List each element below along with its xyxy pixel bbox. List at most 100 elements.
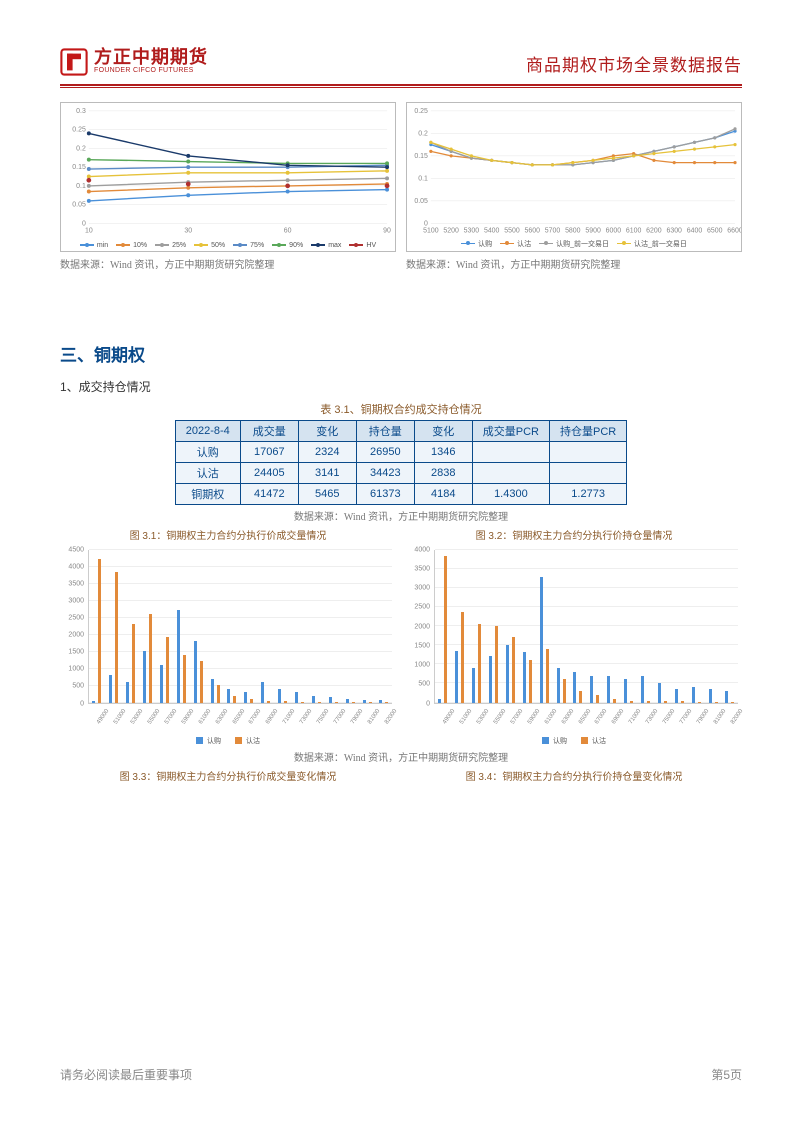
table-cell: 3141	[298, 462, 356, 483]
bar-chart-legend: 认购 认沽	[406, 736, 742, 746]
section-3-sub1: 1、成交持仓情况	[60, 378, 742, 395]
table-cell: 5465	[298, 483, 356, 504]
svg-text:5200: 5200	[443, 227, 459, 234]
legend-item: 认购_前一交易日	[539, 239, 609, 249]
svg-text:6000: 6000	[606, 227, 622, 234]
page-footer: 请务必阅读最后重要事项 第5页	[60, 1066, 742, 1083]
footer-disclaimer: 请务必阅读最后重要事项	[60, 1066, 192, 1083]
legend-item: 认沽	[235, 736, 260, 746]
fig-3-2-caption: 图 3.2：铜期权主力合约分执行价持仓量情况	[406, 527, 742, 542]
svg-text:6500: 6500	[707, 227, 723, 234]
table-cell	[472, 441, 549, 462]
svg-text:6200: 6200	[646, 227, 662, 234]
table-row: 认沽244053141344232838	[175, 462, 627, 483]
section-3-title: 三、铜期权	[60, 341, 742, 366]
svg-text:60: 60	[284, 227, 292, 234]
table-cell: 1.2773	[550, 483, 627, 504]
legend-item: 10%	[116, 242, 147, 249]
svg-text:0.05: 0.05	[414, 197, 428, 204]
table-cell: 认购	[175, 441, 240, 462]
table-header-cell: 变化	[298, 420, 356, 441]
table-cell: 24405	[240, 462, 298, 483]
bar-charts-source: 数据来源：Wind 资讯，方正中期期货研究院整理	[60, 749, 742, 764]
legend-item: min	[80, 242, 108, 249]
page-header: 方正中期期货 FOUNDER CIFCO FUTURES 商品期权市场全景数据报…	[60, 48, 742, 80]
logo-icon	[60, 48, 88, 76]
svg-text:6400: 6400	[687, 227, 703, 234]
bar-chart-3-2: 0500100015002000250030003500400049000510…	[406, 546, 742, 746]
legend-item: HV	[349, 242, 376, 249]
table-cell: 4184	[414, 483, 472, 504]
svg-text:0.1: 0.1	[76, 182, 86, 189]
table-cell: 认沽	[175, 462, 240, 483]
table-cell: 26950	[356, 441, 414, 462]
chart-right-legend: 认购认沽认购_前一交易日认沽_前一交易日	[407, 239, 741, 249]
table-cell: 1.4300	[472, 483, 549, 504]
chart-right-source: 数据来源：Wind 资讯，方正中期期货研究院整理	[406, 256, 742, 271]
legend-item: 认沽	[581, 736, 606, 746]
chart-left-source: 数据来源：Wind 资讯，方正中期期货研究院整理	[60, 256, 396, 271]
table-cell: 34423	[356, 462, 414, 483]
svg-text:0.1: 0.1	[418, 175, 428, 182]
svg-text:5700: 5700	[545, 227, 561, 234]
svg-text:0.2: 0.2	[418, 130, 428, 137]
brand-name-cn: 方正中期期货	[94, 48, 208, 66]
svg-text:5800: 5800	[565, 227, 581, 234]
fig-3-3-caption: 图 3.3：铜期权主力合约分执行价成交量变化情况	[60, 768, 396, 783]
bar-charts-row: 0500100015002000250030003500400045004900…	[60, 546, 742, 746]
table-header-cell: 持仓量	[356, 420, 414, 441]
svg-text:0.3: 0.3	[76, 107, 86, 114]
table-cell: 1346	[414, 441, 472, 462]
svg-text:5300: 5300	[464, 227, 480, 234]
chart-left-legend: min 10% 25% 50% 75% 90% max HV	[61, 242, 395, 249]
legend-item: 90%	[272, 242, 303, 249]
table-cell: 2838	[414, 462, 472, 483]
table-cell	[550, 441, 627, 462]
legend-item: 认购	[542, 736, 567, 746]
table-cell: 41472	[240, 483, 298, 504]
legend-item: 25%	[155, 242, 186, 249]
table-3-1-source: 数据来源：Wind 资讯，方正中期期货研究院整理	[60, 508, 742, 523]
svg-text:0.15: 0.15	[414, 152, 428, 159]
table-row: 铜期权4147254656137341841.43001.2773	[175, 483, 627, 504]
top-charts-row: 00.050.10.150.20.250.310306090 min10%25%…	[60, 102, 742, 271]
bar-chart-3-1: 0500100015002000250030003500400045004900…	[60, 546, 396, 746]
svg-text:0.15: 0.15	[72, 164, 86, 171]
header-rule-thin	[60, 87, 742, 88]
table-cell: 2324	[298, 441, 356, 462]
fig-3-4-caption: 图 3.4：铜期权主力合约分执行价持仓量变化情况	[406, 768, 742, 783]
svg-text:5500: 5500	[504, 227, 520, 234]
legend-item: 认沽	[500, 239, 531, 249]
svg-text:30: 30	[184, 227, 192, 234]
table-header-cell: 成交量PCR	[472, 420, 549, 441]
legend-item: max	[311, 242, 341, 249]
svg-text:0.25: 0.25	[72, 126, 86, 133]
legend-item: 50%	[194, 242, 225, 249]
brand-name-en: FOUNDER CIFCO FUTURES	[94, 66, 208, 76]
table-cell	[550, 462, 627, 483]
svg-text:5400: 5400	[484, 227, 500, 234]
footer-page-number: 第5页	[711, 1066, 742, 1083]
table-3-1: 2022-8-4成交量变化持仓量变化成交量PCR持仓量PCR认购17067232…	[175, 420, 628, 505]
svg-text:0.25: 0.25	[414, 107, 428, 114]
fig-3-1-caption: 图 3.1：铜期权主力合约分执行价成交量情况	[60, 527, 396, 542]
table-row: 认购170672324269501346	[175, 441, 627, 462]
svg-text:10: 10	[85, 227, 93, 234]
header-rule	[60, 84, 742, 86]
bar-chart-legend: 认购 认沽	[60, 736, 396, 746]
svg-text:5900: 5900	[585, 227, 601, 234]
svg-text:6100: 6100	[626, 227, 642, 234]
table-header-cell: 成交量	[240, 420, 298, 441]
legend-item: 认购	[461, 239, 492, 249]
svg-text:0.05: 0.05	[72, 201, 86, 208]
svg-text:5600: 5600	[525, 227, 541, 234]
svg-text:6300: 6300	[666, 227, 682, 234]
table-cell: 铜期权	[175, 483, 240, 504]
legend-item: 认购	[196, 736, 221, 746]
table-cell: 17067	[240, 441, 298, 462]
chart-left: 00.050.10.150.20.250.310306090 min10%25%…	[60, 102, 396, 252]
legend-item: 75%	[233, 242, 264, 249]
svg-text:6600: 6600	[727, 227, 741, 234]
brand-logo: 方正中期期货 FOUNDER CIFCO FUTURES	[60, 48, 208, 76]
report-title: 商品期权市场全景数据报告	[526, 51, 742, 76]
